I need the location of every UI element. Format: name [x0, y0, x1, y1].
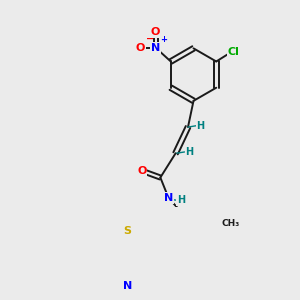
Text: S: S — [123, 226, 131, 236]
Text: O: O — [151, 28, 160, 38]
Text: H: H — [185, 147, 194, 157]
Text: O: O — [136, 43, 145, 53]
Text: −: − — [146, 34, 154, 44]
Text: H: H — [196, 121, 205, 131]
Text: N: N — [164, 193, 173, 203]
Text: CH₃: CH₃ — [222, 219, 240, 228]
Text: N: N — [151, 43, 160, 53]
Text: H: H — [177, 195, 185, 205]
Text: Cl: Cl — [228, 47, 239, 57]
Text: N: N — [123, 281, 132, 291]
Text: O: O — [137, 166, 146, 176]
Text: +: + — [160, 35, 167, 44]
